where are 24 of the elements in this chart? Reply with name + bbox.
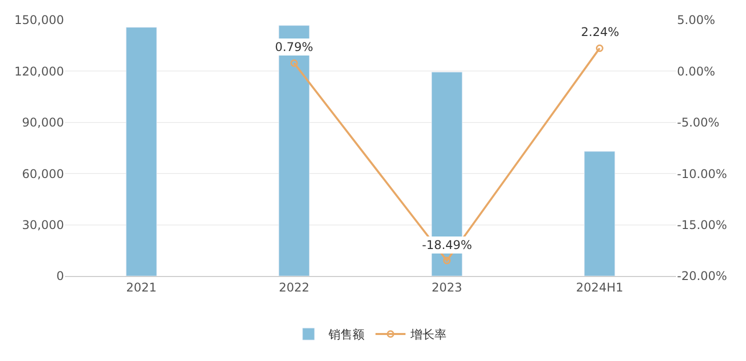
x-tick-label: 2021 xyxy=(126,280,157,294)
data-label: -18.49% xyxy=(422,238,472,252)
y2-tick-label: -10.00% xyxy=(677,166,728,181)
point xyxy=(290,59,298,67)
y2-tick-label: 5.00% xyxy=(677,13,716,28)
y-tick-label: 150,000 xyxy=(14,13,64,28)
data-label: 0.79% xyxy=(275,40,314,54)
y2-tick-label: -20.00% xyxy=(677,269,728,284)
point xyxy=(596,44,604,52)
x-tick-label: 2024H1 xyxy=(576,280,624,294)
y-tick-label: 30,000 xyxy=(22,218,64,232)
legend-label: 销售额 xyxy=(328,328,364,342)
y-tick-label: 120,000 xyxy=(14,64,64,78)
y-tick-label: 60,000 xyxy=(22,166,64,181)
y-tick-label: 0 xyxy=(56,269,64,284)
y2-tick-label: -5.00% xyxy=(677,116,720,130)
y2-tick-label: -15.00% xyxy=(677,218,728,232)
y-tick-label: 90,000 xyxy=(22,116,64,130)
data-label: 2.24% xyxy=(581,25,620,39)
x-tick-label: 2022 xyxy=(278,280,310,294)
y2-tick-label: 0.00% xyxy=(677,64,716,78)
point xyxy=(443,256,451,264)
x-tick-label: 2023 xyxy=(432,280,462,294)
legend-label: 增长率 xyxy=(410,328,446,342)
